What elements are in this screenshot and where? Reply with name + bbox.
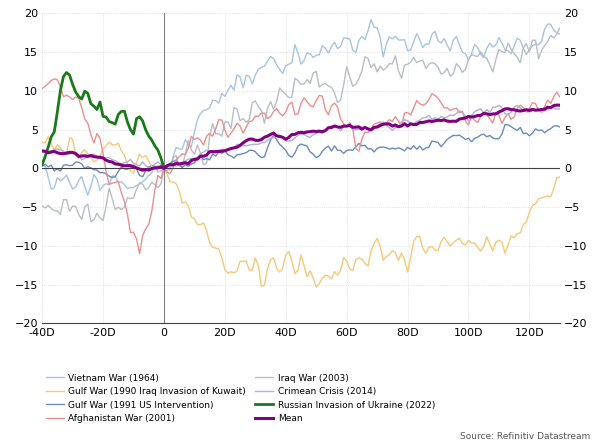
Legend: Vietnam War (1964), Gulf War (1990 Iraq Invasion of Kuwait), Gulf War (1991 US I: Vietnam War (1964), Gulf War (1990 Iraq …	[42, 370, 439, 427]
Text: Source: Refinitiv Datastream: Source: Refinitiv Datastream	[460, 432, 590, 441]
